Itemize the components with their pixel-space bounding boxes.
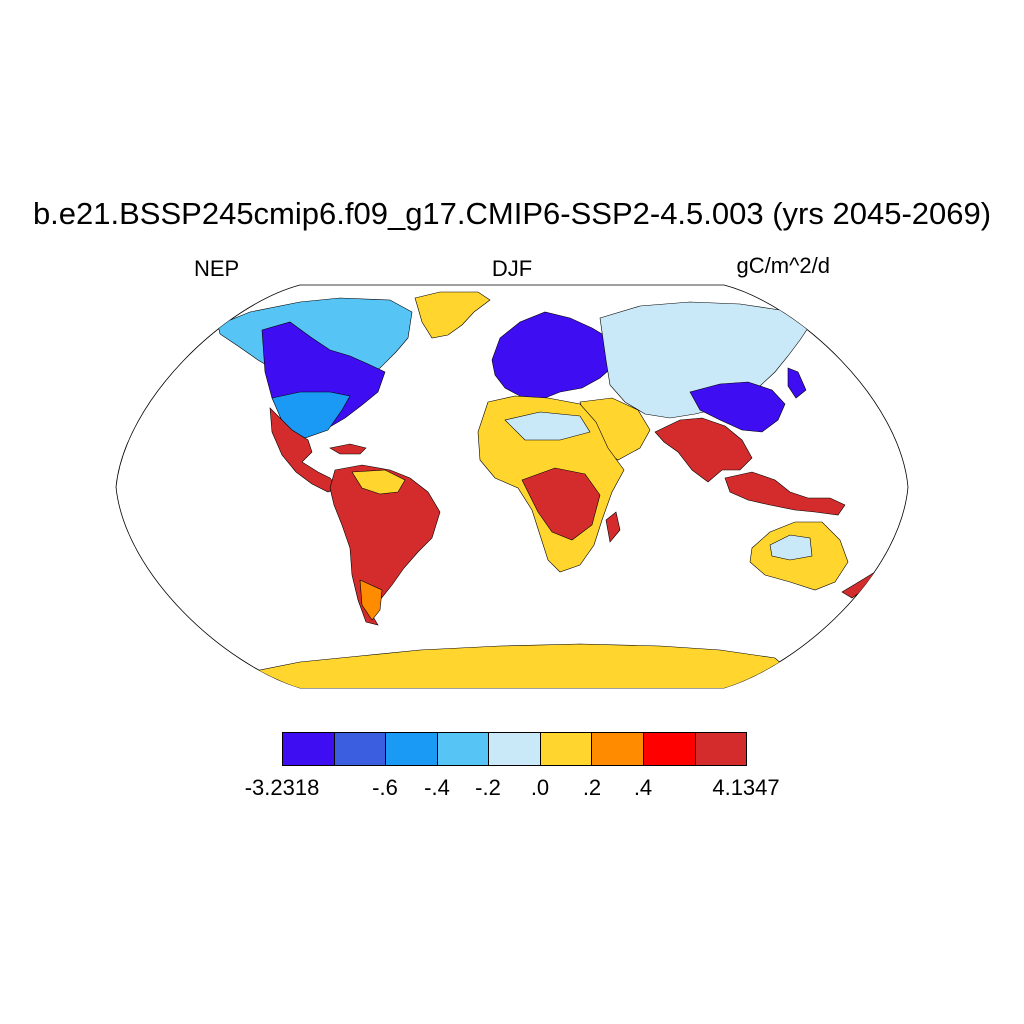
variable-label: NEP: [194, 256, 240, 281]
region-central-africa: [521, 467, 601, 541]
colorbar-bin: [386, 733, 438, 765]
region-caribbean: [329, 443, 367, 455]
season-label: DJF: [491, 256, 533, 281]
colorbar-tick-label: -.6: [372, 775, 398, 800]
region-antarctica: [239, 643, 801, 688]
colorbar-bin: [695, 733, 747, 765]
region-sahara: [504, 411, 591, 441]
colorbar-bin: [540, 733, 593, 765]
region-south-america-north: [351, 469, 406, 495]
region-madagascar: [605, 511, 621, 543]
map-title: b.e21.BSSP245cmip6.f09_g17.CMIP6-SSP2-4.…: [32, 196, 992, 231]
region-japan: [787, 367, 807, 399]
units-label: gC/m^2/d: [736, 253, 830, 278]
colorbar-tick-label: .4: [633, 775, 653, 800]
colorbar: [282, 732, 747, 766]
region-south-asia: [654, 417, 753, 483]
colorbar-tick-label: -.2: [475, 775, 501, 800]
colorbar-tick-label: .0: [530, 775, 550, 800]
region-maritime-southeast-asia: [724, 471, 846, 516]
colorbar-bin: [437, 733, 490, 765]
colorbar-tick-label: -.4: [424, 775, 450, 800]
colorbar-bin: [283, 733, 335, 765]
colorbar-bin: [489, 733, 541, 765]
region-east-asia: [689, 381, 786, 433]
colorbar-tick-label: .2: [582, 775, 602, 800]
colorbar-bin: [334, 733, 387, 765]
colorbar-tick-label: -3.2318: [244, 775, 320, 800]
colorbar-bin: [643, 733, 696, 765]
region-patagonia: [359, 579, 383, 621]
region-greenland: [414, 291, 491, 339]
region-australia-interior: [769, 534, 813, 561]
colorbar-tick-label: 4.1347: [712, 775, 780, 800]
colorbar-bin: [592, 733, 644, 765]
